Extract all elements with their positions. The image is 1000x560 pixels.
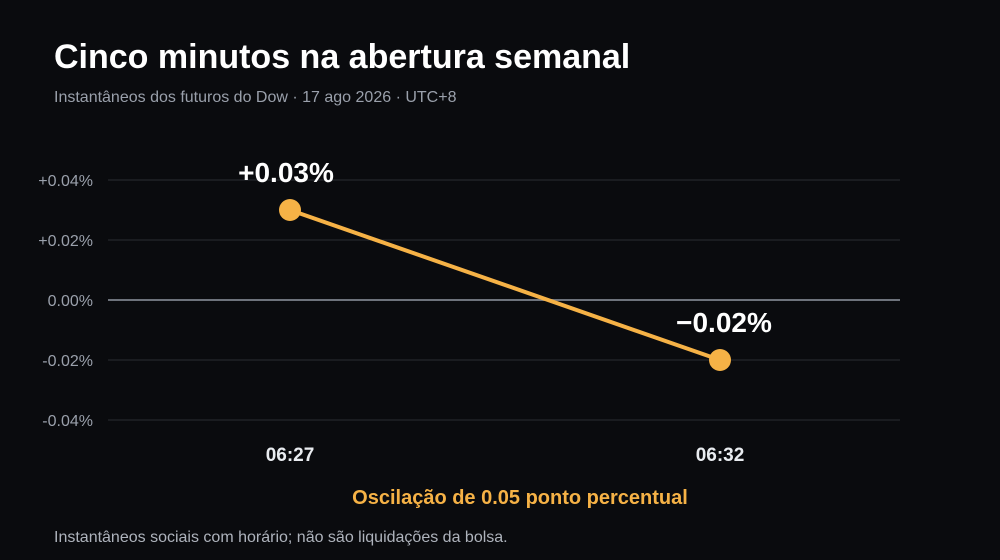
data-label: +0.03% bbox=[238, 157, 334, 188]
y-tick-label: +0.02% bbox=[38, 233, 93, 250]
y-tick-label: -0.02% bbox=[42, 353, 93, 370]
y-tick-label: -0.04% bbox=[42, 413, 93, 430]
data-point bbox=[709, 349, 731, 371]
chart-title: Cinco minutos na abertura semanal bbox=[54, 38, 631, 76]
y-axis-ticks: +0.04% +0.02% 0.00% -0.02% -0.04% bbox=[38, 173, 93, 430]
y-tick-label: 0.00% bbox=[48, 293, 93, 310]
series-layer bbox=[279, 199, 731, 371]
data-label: −0.02% bbox=[676, 307, 772, 338]
swing-annotation: Oscilação de 0.05 ponto percentual bbox=[352, 487, 688, 509]
grid-layer bbox=[108, 179, 900, 421]
x-tick-label: 06:27 bbox=[266, 445, 315, 466]
series-line bbox=[288, 208, 722, 362]
chart-subtitle: Instantâneos dos futuros do Dow · 17 ago… bbox=[54, 89, 457, 106]
y-tick-label: +0.04% bbox=[38, 173, 93, 190]
x-tick-label: 06:32 bbox=[696, 445, 745, 466]
data-labels: +0.03% −0.02% bbox=[238, 157, 772, 338]
x-axis-labels: 06:27 06:32 bbox=[266, 445, 745, 466]
footnote: Instantâneos sociais com horário; não sã… bbox=[54, 529, 508, 546]
data-point bbox=[279, 199, 301, 221]
